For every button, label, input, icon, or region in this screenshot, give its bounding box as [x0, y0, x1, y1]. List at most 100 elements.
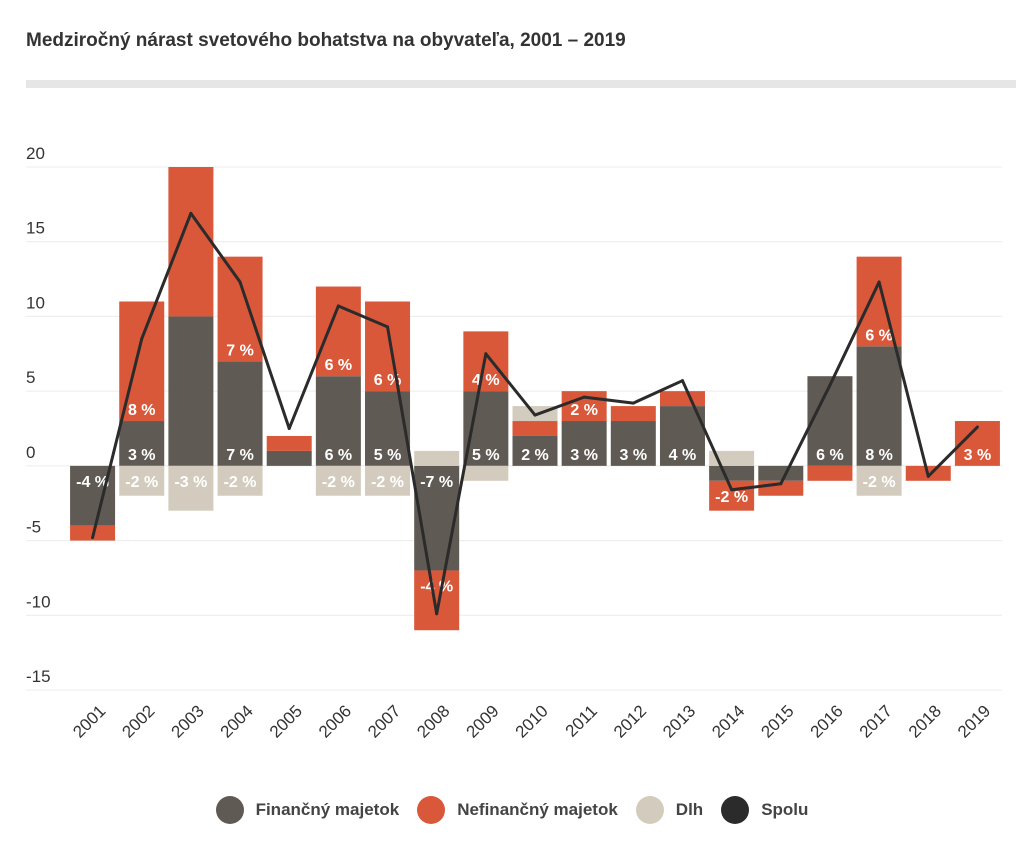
bar-segment [217, 465, 263, 496]
total-point [828, 383, 832, 387]
total-point [435, 612, 439, 616]
total-point [238, 280, 242, 284]
legend-item-financial[interactable]: Finančný majetok [215, 796, 400, 824]
x-tick-label: 2012 [610, 701, 650, 741]
x-axis-ticks: 2001 2002 2003 2004 2005 2006 2007 2008 2009 2010… [69, 701, 994, 741]
total-point [926, 474, 930, 478]
bar-segment [807, 465, 853, 481]
bar-segment [365, 391, 411, 466]
total-point [680, 379, 684, 383]
data-label: -2 % [371, 474, 404, 491]
legend-item-debt[interactable]: Dlh [635, 796, 704, 824]
legend: Finančný majetok Nefinančný majetok Dlh … [0, 796, 1024, 824]
bar-labels: -4 % 3 % 7 % 6 % 5 % -7 % 5 % 2 % 3 % 3 % 4 % 6 % 8 … [76, 327, 991, 595]
legend-swatch-nonfinancial [417, 796, 446, 824]
title-divider [26, 80, 1016, 88]
bar-segment [512, 421, 558, 436]
legend-swatch-debt [635, 796, 664, 824]
bar-segment [266, 450, 312, 466]
x-tick-label: 2019 [954, 701, 994, 741]
bar-segment [119, 421, 165, 466]
x-tick-label: 2016 [807, 701, 847, 741]
bar-segment [856, 256, 902, 347]
data-label: -2 % [322, 474, 355, 491]
data-label: 6 % [374, 372, 402, 389]
total-point [91, 536, 95, 540]
chart-title: Medziročný nárast svetového bohatstva na… [26, 30, 626, 51]
bar-segment [315, 465, 361, 496]
data-label: -2 % [224, 474, 257, 491]
y-tick-label: 20 [26, 144, 45, 163]
data-label: 6 % [325, 447, 353, 464]
x-tick-label: 2018 [905, 701, 945, 741]
y-tick-label: -5 [26, 518, 41, 537]
bar-segment [856, 465, 902, 496]
legend-label-nonfinancial: Nefinančný majetok [457, 800, 618, 819]
bar-segment [758, 465, 804, 481]
bar-segment [217, 256, 263, 362]
x-tick-label: 2005 [266, 701, 306, 741]
stacked-bar-chart: -15 -10 -5 0 5 10 15 20 -4 % 3 % 7 % 6 % 5 % -7 % 5 %… [26, 144, 1002, 742]
bar-segment [709, 480, 755, 511]
bar-segment [414, 570, 460, 631]
bar-segment [365, 465, 411, 496]
total-point [287, 427, 291, 430]
x-tick-label: 2001 [69, 701, 109, 741]
total-point [484, 352, 488, 356]
bar-segment [217, 361, 263, 466]
total-point [386, 325, 390, 329]
y-tick-label: -10 [26, 592, 51, 611]
data-label: 3 % [570, 447, 598, 464]
legend-label-financial: Finančný majetok [255, 800, 400, 819]
legend-item-total[interactable]: Spolu [721, 796, 808, 824]
data-label: -4 % [420, 578, 453, 595]
y-tick-label: 0 [26, 443, 35, 462]
data-label: 2 % [570, 402, 598, 419]
legend-label-debt: Dlh [675, 800, 704, 819]
total-point [975, 425, 979, 429]
bar-segment [266, 435, 312, 451]
data-label: 8 % [128, 402, 156, 419]
data-label: 6 % [865, 327, 893, 344]
bar-segment [315, 286, 361, 377]
bar-segment [168, 316, 214, 466]
total-point [533, 413, 537, 417]
bar-segment [168, 465, 214, 511]
total-point [779, 482, 783, 486]
total-point [140, 337, 144, 341]
data-label: -2 % [715, 489, 748, 506]
x-tick-label: 2006 [315, 701, 355, 741]
x-tick-label: 2010 [512, 701, 552, 741]
y-tick-label: 5 [26, 368, 35, 387]
x-tick-label: 2007 [364, 701, 404, 741]
y-tick-label: -15 [26, 667, 51, 686]
x-tick-label: 2009 [462, 701, 502, 741]
x-tick-label: 2011 [562, 701, 601, 740]
x-tick-label: 2013 [659, 701, 699, 741]
bar-segment [561, 421, 607, 466]
y-tick-label: 15 [26, 219, 45, 238]
legend-item-nonfinancial[interactable]: Nefinančný majetok [417, 796, 618, 824]
data-label: 5 % [374, 447, 402, 464]
legend-swatch-financial [215, 796, 244, 824]
bar-segment [463, 465, 509, 481]
y-tick-label: 10 [26, 293, 45, 312]
data-label: -2 % [863, 474, 896, 491]
data-label: 2 % [521, 447, 549, 464]
data-label: 6 % [325, 357, 353, 374]
data-label: 3 % [964, 447, 992, 464]
bar-segment [610, 421, 656, 466]
data-label: -7 % [420, 474, 453, 491]
x-tick-label: 2003 [168, 701, 208, 741]
total-point [582, 395, 586, 399]
data-label: 3 % [620, 447, 648, 464]
data-label: 7 % [226, 342, 254, 359]
legend-label-total: Spolu [761, 800, 809, 819]
legend-swatch-total [721, 796, 750, 824]
total-point [336, 304, 340, 308]
data-label: -4 % [76, 474, 109, 491]
bar-segment [659, 391, 705, 407]
data-label: 8 % [865, 447, 893, 464]
bar-segment [414, 450, 460, 466]
bars [70, 167, 1000, 631]
